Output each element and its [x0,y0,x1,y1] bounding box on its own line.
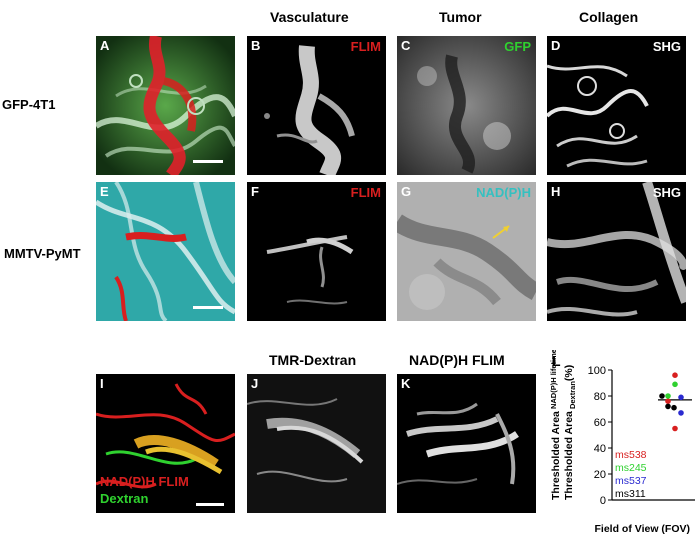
panel-c-letter: C [401,38,411,53]
panel-h-letter: H [551,184,561,199]
panel-g-tag: NAD(P)H [476,185,531,200]
data-point-ms311 [659,393,665,399]
panel-j-letter: J [251,376,259,391]
data-point-ms537 [678,394,684,401]
header-collagen: Collagen [579,9,639,25]
panel-a-graphic [96,36,235,175]
panel-h-graphic [547,182,686,317]
row-label-gfp-4t1: GFP-4T1 [2,97,56,112]
panel-f-graphic [266,235,354,305]
panel-b-letter: B [251,38,261,53]
panel-h-image: H SHG [547,182,686,321]
panel-l-chart-svg: L 0 20 40 60 80 100 Thresholded Area NAD(P)H li… [549,349,695,535]
panel-h-tag: SHG [652,185,681,200]
y-tick-label: 80 [594,391,606,403]
legend-entry-ms537: ms537 [615,475,647,487]
panel-i-letter: I [100,376,104,391]
header-tumor: Tumor [439,9,482,25]
data-point-ms538 [672,372,678,378]
panel-g-graphic [397,182,536,321]
data-point-ms538 [665,398,671,404]
panel-e-image: E [96,182,235,321]
panel-g-image: G NAD(P)H [397,182,536,321]
panel-j-graphic [247,398,364,483]
panel-c-tag: GFP [504,39,531,54]
y-tick-label: 40 [594,443,606,455]
panel-d-graphic [547,64,649,168]
header-tmr-dextran: TMR-Dextran [269,352,357,368]
data-point-ms311 [671,404,677,411]
panel-a-image: A [96,36,235,175]
panel-b-graphic [264,45,355,175]
panel-d-image: D SHG [547,36,686,175]
y-tick-label: 20 [594,469,606,481]
data-point-ms537 [678,410,684,416]
row-label-mmtv-pymt: MMTV-PyMT [4,246,81,261]
panel-c-image: C GFP [397,36,536,175]
y-tick-label: 0 [600,495,606,507]
y-tick-label: 100 [588,365,606,377]
legend-entry-ms245: ms245 [615,462,647,474]
panel-i-legend-nadph: NAD(P)H FLIM [100,474,189,489]
panel-g-letter: G [401,184,412,199]
legend-entry-ms311: ms311 [615,488,646,500]
panel-i-scale-bar [196,503,224,506]
panel-d-tag: SHG [652,39,681,54]
panel-i-legend-dextran: Dextran [100,491,149,506]
panel-f-image: F FLIM [247,182,386,321]
panel-l-letter: L [552,353,561,369]
y-axis-label-line1: Thresholded Area NAD(P)H lifetime [550,350,562,500]
panel-e-graphic [96,182,235,321]
panel-k-image: K [397,374,536,513]
panel-i-image: I NAD(P)H FLIM Dextran [96,374,235,513]
data-point-ms245 [672,381,678,388]
panel-b-image: B FLIM [247,36,386,175]
panel-k-letter: K [401,376,411,391]
panel-a-scale-bar [193,160,223,163]
panel-b-tag: FLIM [350,39,381,54]
y-axis-label-line2: Thresholded Area Dextran(%) [563,365,577,500]
panel-i-graphic [96,383,235,489]
panel-f-letter: F [251,184,259,199]
panel-a-letter: A [100,38,110,53]
panel-c-graphic [397,36,536,175]
panel-d-letter: D [551,38,561,53]
panel-j-image: J [247,374,386,513]
panel-f-tag: FLIM [350,185,381,200]
data-point-ms245 [665,393,671,399]
panel-e-scale-bar [193,306,223,309]
panel-k-graphic [397,402,519,485]
y-tick-label: 60 [594,417,606,429]
panel-e-letter: E [100,184,109,199]
legend-entry-ms538: ms538 [615,449,647,461]
data-point-ms311 [665,403,671,410]
data-point-ms538 [672,425,678,432]
x-axis-label: Field of View (FOV) [595,523,690,535]
header-vasculature: Vasculature [270,9,349,25]
panel-l-chart: L 0 20 40 60 80 100 Thresholded Area NAD(P)H li… [549,349,699,541]
header-nadph-flim: NAD(P)H FLIM [409,352,505,368]
